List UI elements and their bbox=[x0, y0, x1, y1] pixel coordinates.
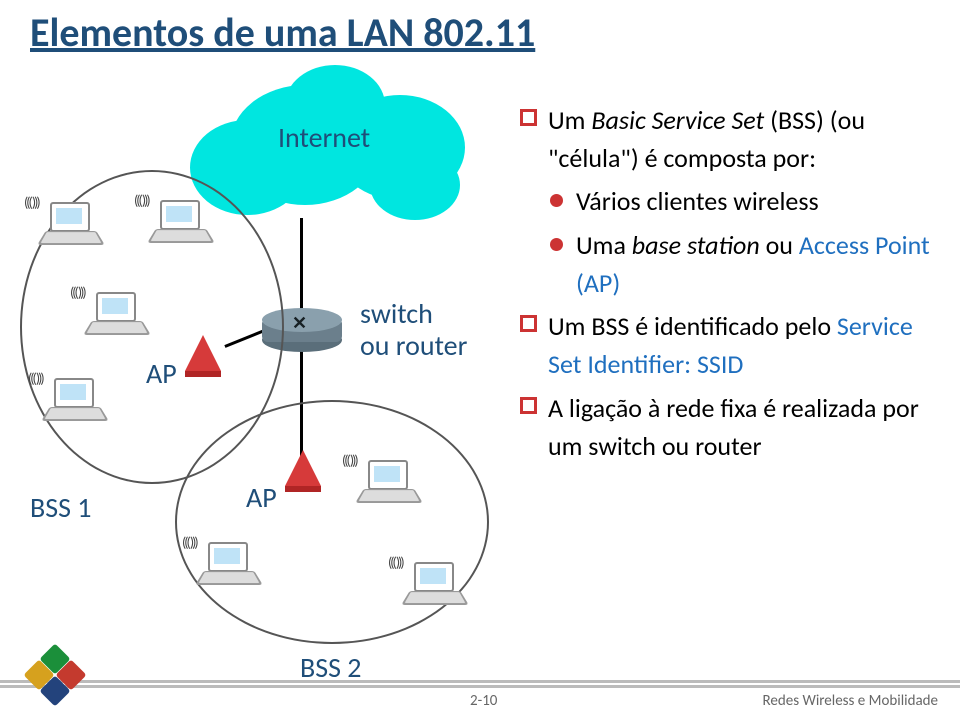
page-title: Elementos de uma LAN 802.11 bbox=[30, 8, 535, 57]
wave-icon: ((( ))) bbox=[24, 194, 39, 211]
wave-icon: ((( ))) bbox=[388, 554, 403, 571]
ap1-icon bbox=[185, 335, 221, 371]
slide-stage: Elementos de uma LAN 802.11 Internet ✕ s… bbox=[0, 0, 960, 714]
laptop-icon bbox=[46, 378, 100, 422]
bss2-ellipse bbox=[175, 400, 489, 644]
laptop-icon bbox=[88, 292, 142, 336]
wave-icon: ((( ))) bbox=[28, 370, 43, 387]
footer-right: Redes Wireless e Mobilidade bbox=[763, 692, 938, 710]
wave-icon: ((( ))) bbox=[182, 534, 197, 551]
wave-icon: ((( ))) bbox=[134, 192, 149, 209]
bullet-3: A ligação à rede fixa é realizada por um… bbox=[520, 390, 940, 465]
page-number: 2-10 bbox=[470, 692, 497, 710]
cloud-label: Internet bbox=[278, 120, 370, 155]
bullet-2: Um BSS é identificado pelo Service Set I… bbox=[520, 308, 940, 383]
laptop-icon bbox=[360, 460, 414, 504]
bullet-1: Um Basic Service Set (BSS) (ou "célula")… bbox=[520, 102, 940, 177]
bullet-1a: Vários clientes wireless bbox=[520, 183, 940, 221]
wave-icon: ((( ))) bbox=[70, 284, 85, 301]
footer: 2-10 Redes Wireless e Mobilidade bbox=[0, 680, 960, 714]
laptop-icon bbox=[42, 202, 96, 246]
laptop-icon bbox=[152, 200, 206, 244]
bss1-label: BSS 1 bbox=[30, 490, 91, 525]
ap1-label: AP bbox=[146, 356, 177, 391]
logo-icon bbox=[26, 646, 84, 704]
wave-icon: ((( ))) bbox=[342, 452, 357, 469]
ap2-label: AP bbox=[246, 480, 277, 515]
bullets-block: Um Basic Service Set (BSS) (ou "célula")… bbox=[520, 102, 940, 471]
link-line bbox=[300, 218, 303, 312]
laptop-icon bbox=[200, 542, 254, 586]
internet-cloud: Internet bbox=[190, 65, 470, 220]
switch-label: switchou router bbox=[360, 298, 467, 362]
laptop-icon bbox=[406, 562, 460, 606]
ap2-icon bbox=[285, 450, 321, 486]
bullet-1b: Uma base station ou Access Point (AP) bbox=[520, 227, 940, 302]
